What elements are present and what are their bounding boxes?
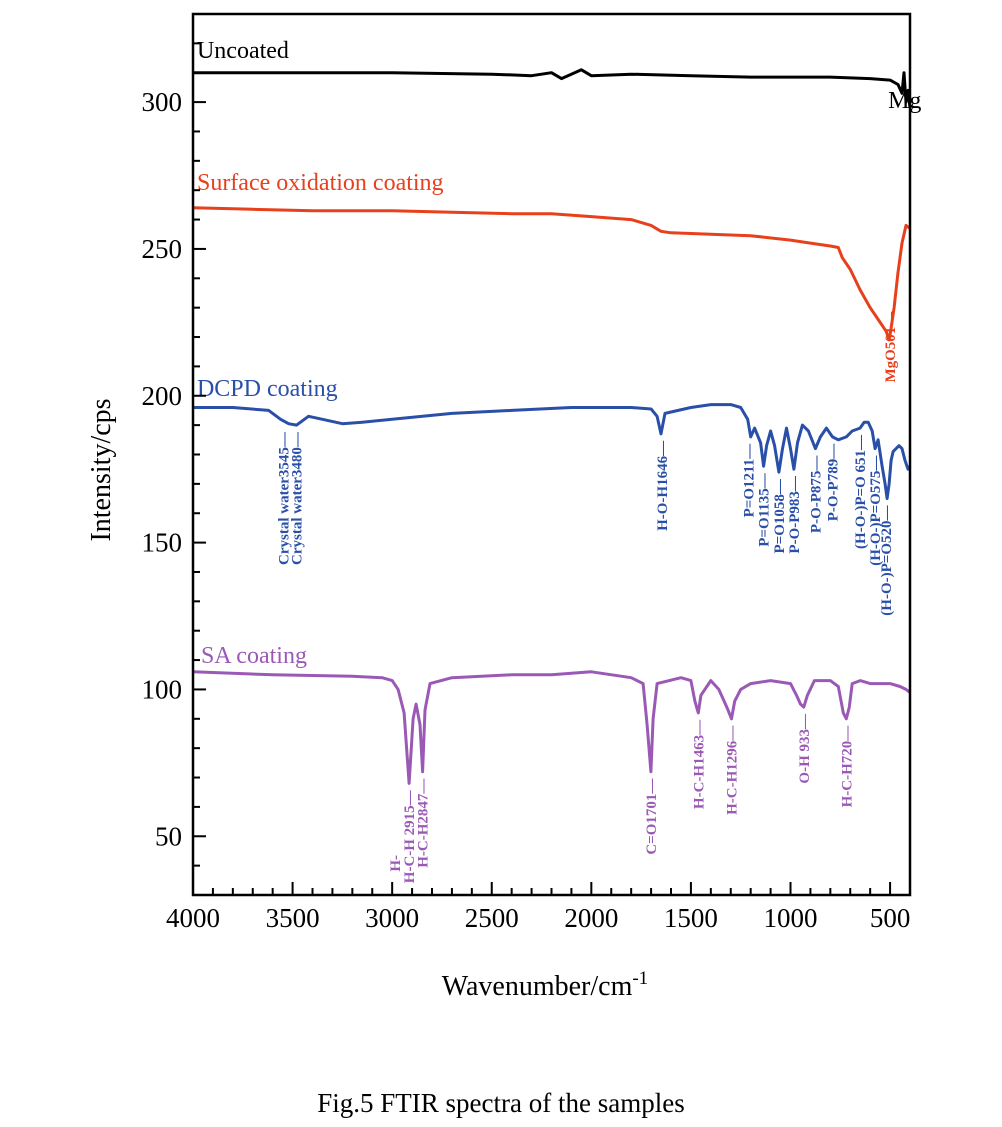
peak-annotation: H-C-H1463— (691, 719, 707, 809)
y-tick-label: 100 (142, 674, 183, 704)
peak-annotation: H-C-H 2915— (402, 789, 418, 883)
x-tick-label: 2000 (564, 903, 618, 933)
y-axis-title: Intensity/cps (86, 398, 117, 541)
x-tick-label: 1000 (764, 903, 818, 933)
peak-annotation: P-O-P789— (826, 443, 842, 521)
x-tick-label: 3000 (365, 903, 419, 933)
series-line-surface-oxidation-coating (192, 206, 911, 342)
series-labels: Uncoated Surface oxidation coating DCPD co… (197, 38, 921, 669)
x-tick-label: 2500 (465, 903, 519, 933)
x-axis-title-superscript: -1 (632, 968, 648, 989)
peak-annotation: H-O-H1646— (655, 440, 671, 531)
peak-annotation: MgO501— (883, 311, 899, 383)
peak-annotation: O-H 933— (797, 713, 813, 784)
figure-caption: Fig.5 FTIR spectra of the samples (317, 1088, 685, 1118)
y-tick-label: 250 (142, 234, 183, 264)
peak-annotation: H- (388, 855, 404, 872)
y-tick-label: 50 (155, 821, 182, 851)
peak-annotation: P=O1058— (772, 478, 788, 553)
peak-annotation: P-O-P983— (787, 475, 803, 553)
peak-annotation: H-C-H720— (839, 725, 855, 808)
x-tick-label: 500 (870, 903, 911, 933)
x-axis-title-text: Wavenumber/cm (442, 971, 633, 1002)
x-tick-label: 3500 (266, 903, 320, 933)
y-tick-label: 300 (142, 87, 183, 117)
peak-annotation: H-C-H1296— (725, 725, 741, 815)
peak-annotation: P-O-P875— (808, 455, 824, 533)
y-tick-label: 200 (142, 381, 183, 411)
peak-annotation: P=O1211— (742, 443, 758, 518)
peak-annotation: P=O1135— (757, 472, 773, 547)
peak-annotation: H-C-H2847— (416, 778, 432, 868)
series-label-dcpd-coating: DCPD coating (197, 376, 338, 402)
series-label-surface-oxidation-coating: Surface oxidation coating (197, 170, 444, 196)
peak-annotation: C=O1701— (644, 778, 660, 855)
x-axis-ticks: 4000 3500 3000 2500 2000 1500 1000 500 (166, 882, 911, 933)
y-tick-label: 150 (142, 528, 183, 558)
peak-annotation: (H-O-)P=O520— (879, 505, 895, 616)
peak-annotation: Crystal water3480— (290, 431, 306, 565)
x-tick-label: 4000 (166, 903, 220, 933)
series-line-sa-coating (192, 670, 911, 785)
x-tick-label: 1500 (664, 903, 718, 933)
series-label-sa-coating: SA coating (201, 643, 307, 669)
spectra-traces (192, 68, 912, 785)
x-axis-title: Wavenumber/cm-1 (442, 968, 648, 1002)
peak-annotation: (H-O-)P=O575— (868, 455, 884, 566)
ftir-chart: Uncoated Surface oxidation coating DCPD co… (86, 12, 921, 1002)
series-line-dcpd-coating (193, 403, 912, 501)
series-label-uncoated: Uncoated (197, 38, 289, 64)
peak-annotation: (H-O-)P=O 651— (853, 434, 869, 549)
series-line-uncoated (193, 68, 912, 109)
series-label-mg: Mg (888, 88, 921, 114)
peak-annotations: MgO501— Crystal water3545—Crystal water34… (277, 311, 899, 884)
peak-annotation: Crystal water3545— (277, 431, 293, 565)
y-axis-ticks: 50 100 150 200 250 300 (142, 42, 206, 867)
